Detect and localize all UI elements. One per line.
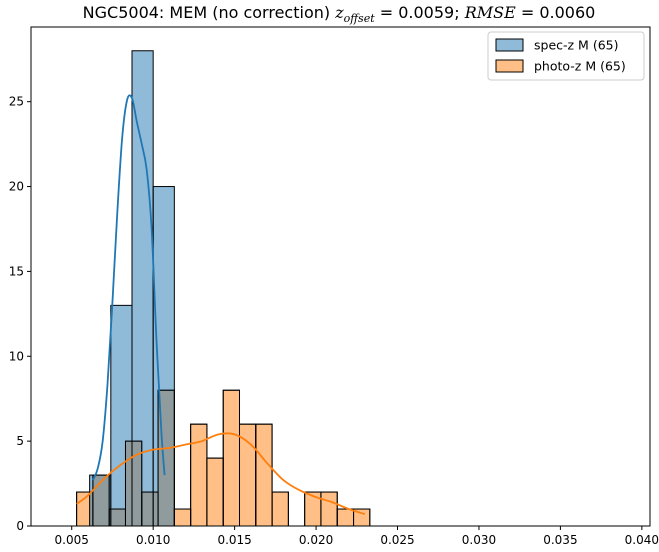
kde-curves xyxy=(76,94,366,515)
svg-text:NGC5004: MEM (no correction) z: NGC5004: MEM (no correction) zoffset = 0… xyxy=(83,3,596,25)
title-offset-value: = 0.0059; xyxy=(375,3,465,22)
photo-z-bar xyxy=(271,491,289,527)
photo-z-bar xyxy=(173,508,192,527)
photo-z-kde-line xyxy=(76,432,366,515)
x-tick-label: 0.030 xyxy=(462,533,496,547)
title-z-symbol: z xyxy=(334,3,344,22)
spec-z-legend-label: spec-z M (65) xyxy=(534,38,618,53)
x-axis: 0.005 0.010 0.015 0.020 0.025 0.030 0.035 0.040 xyxy=(55,526,659,547)
legend: spec-z M (65) photo-z M (65) xyxy=(487,31,645,81)
x-tick-label: 0.035 xyxy=(543,533,577,547)
y-tick-label: 0 xyxy=(16,519,24,533)
x-tick-label: 0.015 xyxy=(217,533,251,547)
y-axis: 0 5 10 15 20 25 xyxy=(9,95,31,533)
axes-frame xyxy=(30,26,651,527)
x-tick-label: 0.040 xyxy=(625,533,659,547)
title-prefix: NGC5004: MEM (no correction) xyxy=(83,3,336,22)
photo-z-bar xyxy=(255,423,273,527)
y-tick-label: 5 xyxy=(16,434,24,448)
photo-z-bar xyxy=(336,508,355,527)
legend-box xyxy=(487,31,645,81)
x-tick-label: 0.025 xyxy=(380,533,414,547)
spec-z-kde-line xyxy=(92,94,166,481)
photo-z-bar xyxy=(320,491,338,527)
x-tick-label: 0.010 xyxy=(136,533,170,547)
y-tick-label: 15 xyxy=(9,264,24,278)
y-tick-label: 25 xyxy=(9,95,24,109)
title-rmse-value: = 0.0060 xyxy=(516,3,596,22)
x-tick-label: 0.020 xyxy=(299,533,333,547)
y-tick-label: 20 xyxy=(9,180,24,194)
x-tick-label: 0.005 xyxy=(55,533,89,547)
spec-z-legend-swatch xyxy=(495,38,524,52)
spec-z-bar xyxy=(110,304,133,527)
title-rmse-symbol: RMSE xyxy=(464,3,516,22)
photo-z-legend-label: photo-z M (65) xyxy=(534,59,626,74)
photo-z-bar xyxy=(222,389,241,527)
plot-area xyxy=(76,50,371,527)
photo-z-bar xyxy=(206,457,224,527)
photo-z-legend-swatch xyxy=(495,59,524,73)
title-z-subscript: offset xyxy=(344,12,376,25)
chart-title: NGC5004: MEM (no correction) zoffset = 0… xyxy=(83,3,596,25)
photo-z-bar xyxy=(239,423,257,527)
y-tick-label: 10 xyxy=(9,349,24,363)
